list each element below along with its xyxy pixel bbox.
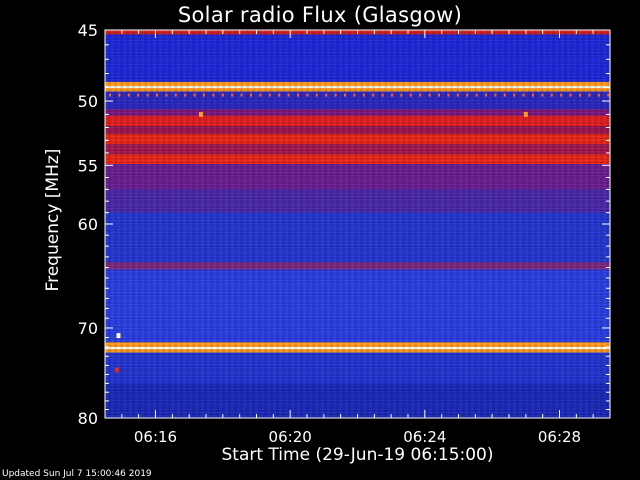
band-marker (438, 93, 440, 97)
band-marker (259, 93, 262, 97)
y-axis-label: Frequency [MHz] (43, 148, 63, 292)
band-marker (466, 93, 469, 97)
band-marker (522, 93, 525, 97)
band-marker (231, 93, 234, 97)
band-marker (475, 93, 478, 97)
band-marker (221, 93, 224, 97)
band-marker (287, 93, 290, 97)
band-marker (485, 93, 487, 97)
band-marker (400, 93, 403, 97)
band-marker (212, 93, 215, 97)
x-axis-label: Start Time (29-Jun-19 06:15:00) (221, 445, 494, 465)
band-marker (268, 93, 271, 97)
x-tick-label: 06:20 (269, 428, 312, 446)
band-marker (165, 93, 168, 97)
band-marker (118, 93, 121, 97)
band-marker (362, 93, 365, 97)
y-tick-label: 50 (78, 92, 98, 111)
x-tick-label: 06:24 (403, 428, 446, 446)
band-marker (325, 93, 328, 97)
band-marker (532, 93, 534, 97)
band-marker (156, 93, 158, 97)
band-marker (250, 93, 252, 97)
band-marker (306, 93, 309, 97)
band-marker (419, 93, 422, 97)
burst-point (116, 333, 121, 339)
band-marker (146, 93, 149, 97)
band-marker (588, 93, 591, 97)
band-marker (240, 93, 243, 97)
burst-point (198, 111, 203, 117)
x-axis: 06:16 06:20 06:24 06:28 (104, 30, 611, 446)
band-marker (391, 93, 393, 97)
updated-timestamp: Updated Sun Jul 7 15:00:46 2019 (2, 469, 152, 479)
band-marker (278, 93, 281, 97)
band-marker (334, 93, 337, 97)
band-marker (550, 93, 553, 97)
band-marker (315, 93, 318, 97)
x-tick-label: 06:16 (134, 428, 177, 446)
band-marker (193, 93, 196, 97)
x-tick-label: 06:28 (538, 428, 581, 446)
band-marker (203, 93, 205, 97)
chart-title: Solar radio Flux (Glasgow) (177, 3, 463, 27)
band-marker (184, 93, 187, 97)
band-marker-row (109, 93, 610, 97)
band-marker (456, 93, 459, 97)
bursts (114, 111, 528, 373)
band-marker (579, 93, 581, 97)
band-marker (297, 93, 299, 97)
y-tick-label: 70 (78, 319, 98, 338)
band-marker (174, 93, 177, 97)
band-marker (447, 93, 450, 97)
band-marker (372, 93, 375, 97)
y-axis: 45 50 55 60 70 80 (78, 21, 610, 428)
band-marker (560, 93, 563, 97)
band-marker (569, 93, 572, 97)
band-marker (607, 93, 610, 97)
band-marker (513, 93, 516, 97)
band-marker (127, 93, 130, 97)
y-tick-label: 45 (78, 21, 98, 40)
y-tick-label: 60 (78, 215, 98, 234)
band-marker (428, 93, 431, 97)
band-marker (409, 93, 412, 97)
band-marker (381, 93, 384, 97)
band-marker (597, 93, 600, 97)
band-marker (494, 93, 497, 97)
band-marker (137, 93, 140, 97)
burst-point (523, 111, 528, 117)
y-tick-label: 55 (78, 156, 98, 175)
band-marker (344, 93, 346, 97)
band-marker (353, 93, 356, 97)
burst-point (114, 367, 119, 373)
band-marker (503, 93, 506, 97)
y-tick-label: 80 (78, 409, 98, 428)
heatmap-texture (105, 30, 610, 418)
band-marker (541, 93, 544, 97)
band-marker (109, 93, 111, 97)
